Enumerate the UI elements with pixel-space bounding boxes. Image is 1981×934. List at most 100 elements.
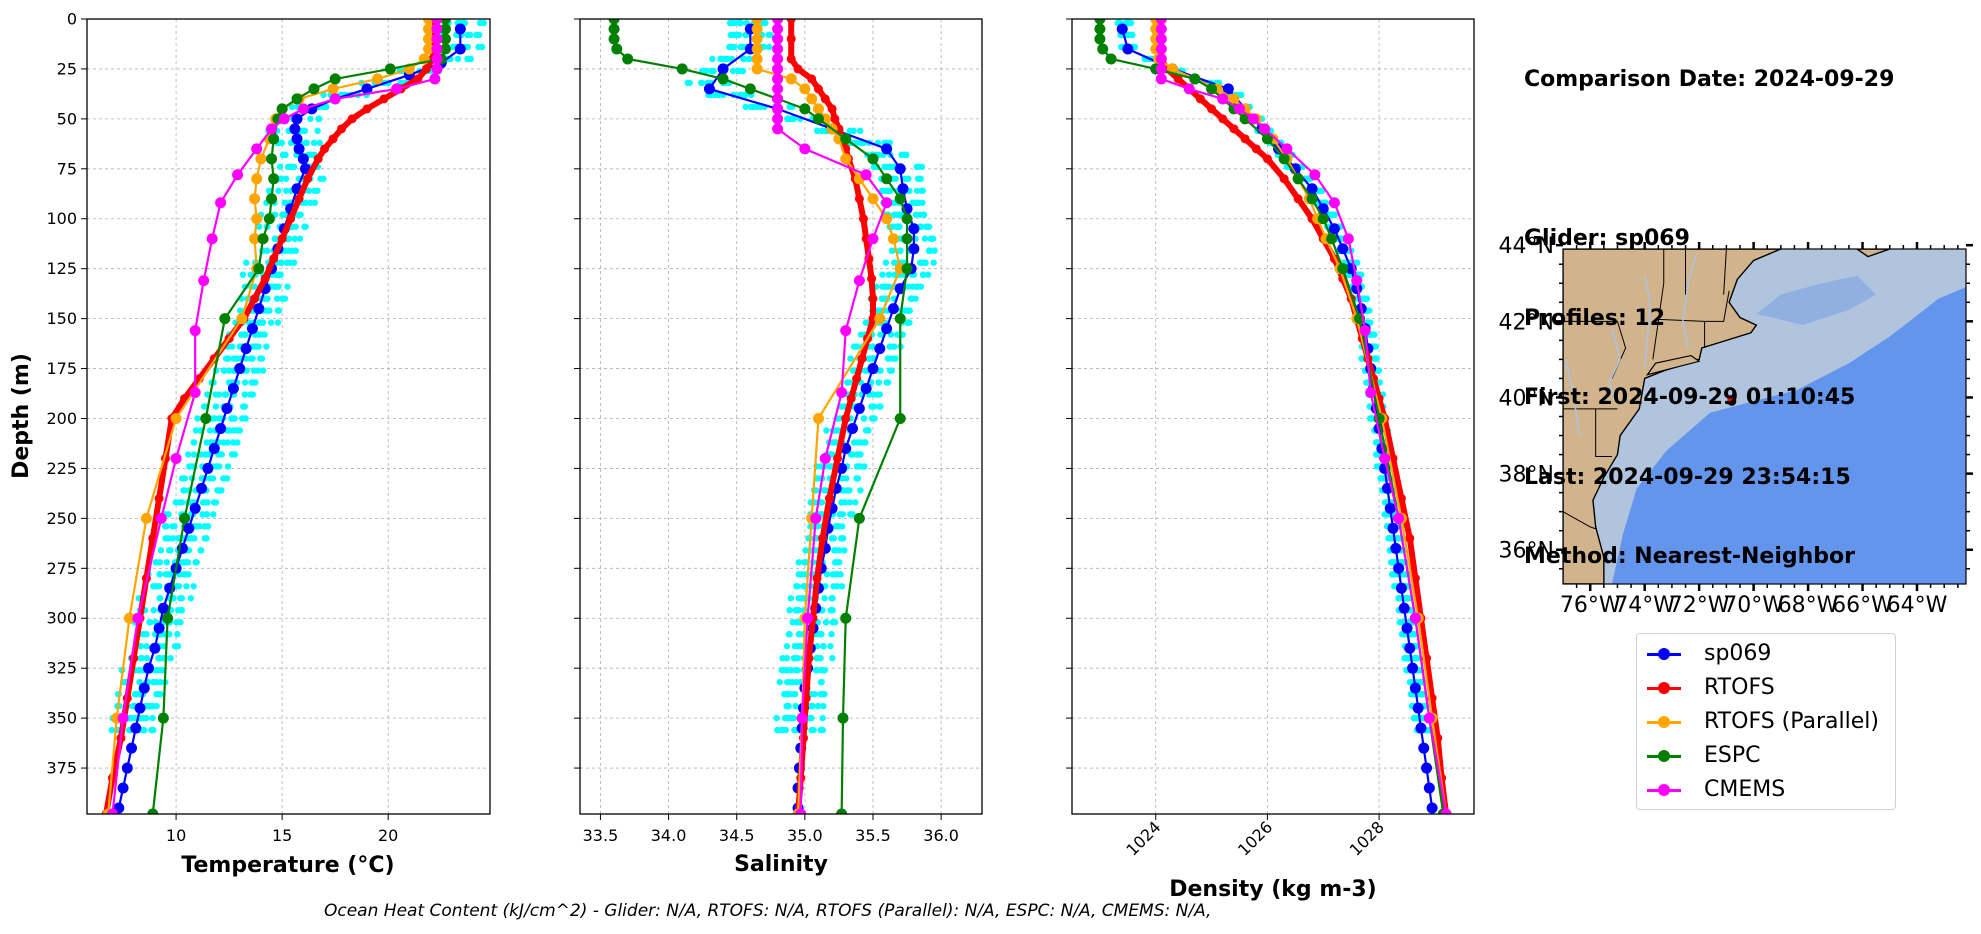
- glider-point: [236, 307, 244, 314]
- glider-point: [819, 726, 827, 734]
- glider-point: [828, 631, 835, 638]
- glider-point: [276, 163, 284, 171]
- glider-point: [163, 559, 171, 566]
- lon-label: 64°W: [1887, 593, 1948, 618]
- series-marker: [1155, 23, 1167, 35]
- series-marker: [772, 19, 784, 25]
- series-marker: [812, 113, 824, 125]
- series-marker: [1094, 23, 1106, 35]
- glider-point: [305, 187, 313, 194]
- glider-point: [290, 259, 298, 266]
- series-marker: [804, 653, 814, 663]
- glider-point: [163, 523, 170, 530]
- glider-point: [792, 702, 799, 710]
- series-marker: [276, 103, 288, 115]
- glider-point: [829, 654, 836, 662]
- glider-point: [173, 583, 181, 590]
- glider-point: [730, 19, 738, 27]
- glider-point: [157, 547, 165, 554]
- series-marker: [772, 83, 784, 95]
- glider-point: [206, 427, 214, 434]
- series-marker: [157, 602, 169, 614]
- series-marker: [266, 153, 278, 165]
- glider-point: [1328, 211, 1335, 218]
- series-marker: [1105, 53, 1117, 65]
- glider-point: [901, 175, 909, 182]
- series-marker: [431, 53, 443, 65]
- glider-point: [786, 607, 793, 614]
- x-tick-label: 36.0: [923, 826, 959, 845]
- glider-point: [186, 463, 193, 470]
- glider-point: [738, 43, 746, 51]
- series-marker: [1207, 104, 1217, 114]
- glider-point: [921, 259, 929, 266]
- glider-point: [169, 535, 177, 542]
- series-marker: [134, 702, 146, 714]
- series-marker: [149, 642, 161, 654]
- series-marker: [251, 143, 263, 155]
- glider-point: [178, 595, 186, 602]
- series-marker: [240, 343, 252, 355]
- lat-label: 38°N: [1499, 463, 1554, 488]
- glider-point: [830, 583, 837, 590]
- glider-point: [271, 283, 278, 290]
- glider-point: [765, 43, 773, 51]
- glider-point: [877, 367, 884, 374]
- series-marker: [1423, 782, 1435, 794]
- glider-point: [886, 163, 893, 171]
- series-marker: [867, 153, 879, 165]
- series-marker: [796, 712, 808, 724]
- series-marker: [1306, 193, 1318, 205]
- series-marker: [268, 133, 280, 145]
- series-marker: [421, 64, 431, 74]
- glider-point: [890, 343, 897, 350]
- glider-point: [190, 451, 198, 458]
- glider-point: [242, 415, 249, 422]
- glider-point: [241, 379, 249, 386]
- glider-point: [904, 307, 911, 314]
- series-marker: [1094, 19, 1106, 25]
- glider-point: [827, 643, 834, 650]
- legend-label: ESPC: [1704, 743, 1761, 768]
- glider-point: [274, 319, 282, 326]
- series-marker: [179, 512, 191, 524]
- series-marker: [751, 23, 763, 35]
- glider-point: [251, 283, 258, 290]
- glider-point: [839, 523, 846, 530]
- lat-label: 42°N: [1499, 310, 1554, 335]
- glider-point: [201, 523, 208, 530]
- method: Method: Nearest-Neighbor: [1524, 544, 1855, 569]
- glider-point: [220, 475, 227, 482]
- series-marker: [1155, 33, 1167, 45]
- series-marker: [1218, 114, 1228, 124]
- glider-point: [874, 391, 882, 398]
- glider-point: [258, 355, 266, 362]
- series-marker: [853, 512, 865, 524]
- series-marker: [1183, 83, 1195, 95]
- glider-point: [156, 654, 163, 662]
- x-tick-label: 34.5: [719, 826, 755, 845]
- glider-point: [140, 714, 147, 722]
- glider-point: [807, 714, 814, 722]
- series-marker: [717, 63, 729, 75]
- glider-point: [473, 31, 480, 39]
- series-marker: [106, 808, 118, 814]
- series-marker: [234, 363, 246, 375]
- series-marker: [1240, 134, 1250, 144]
- glider-point: [784, 702, 791, 710]
- glider-point: [918, 163, 926, 171]
- series-marker: [253, 263, 265, 275]
- series-marker: [608, 33, 620, 45]
- glider-point: [190, 439, 197, 446]
- glider-point: [199, 499, 207, 506]
- glider-point: [783, 666, 791, 674]
- series-marker: [1337, 243, 1349, 255]
- glider-point: [856, 127, 864, 135]
- glider-point: [159, 666, 166, 674]
- glider-point: [709, 55, 716, 63]
- glider-point: [311, 187, 318, 194]
- series-marker: [841, 413, 851, 423]
- glider-point: [785, 631, 793, 638]
- glider-point: [819, 666, 827, 674]
- series-marker: [827, 104, 837, 114]
